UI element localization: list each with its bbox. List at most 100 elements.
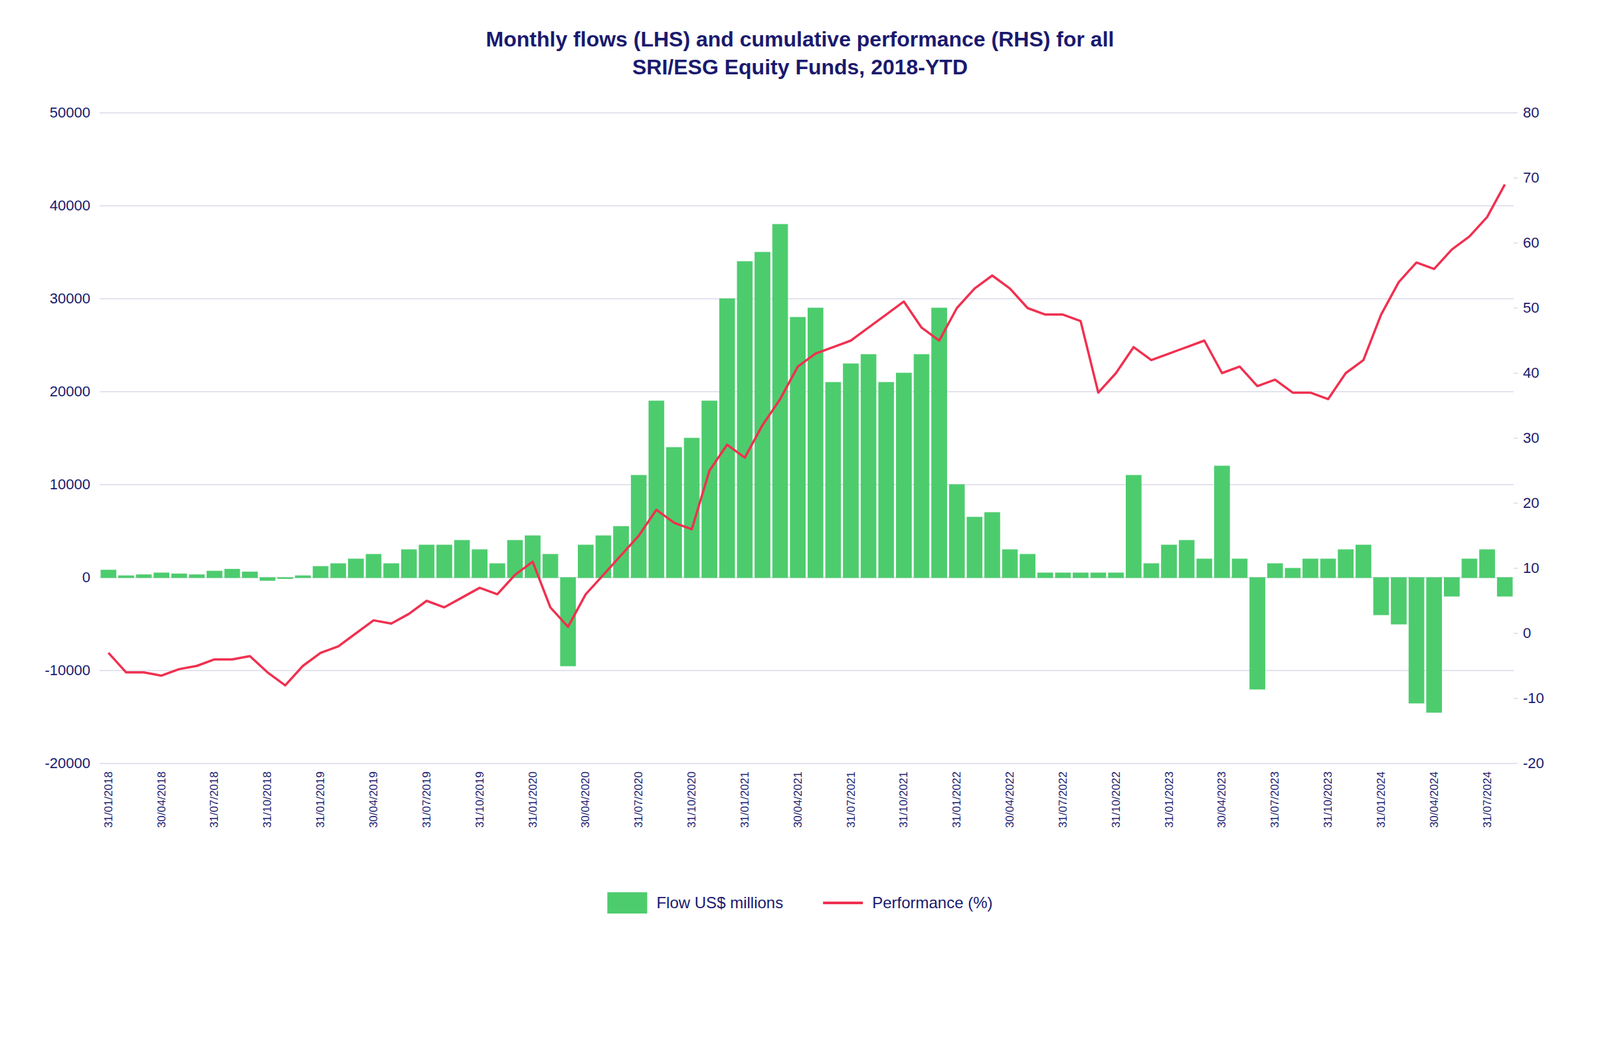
bar [896,373,912,578]
y-tick-label: 40000 [49,197,91,214]
grid-line [99,670,1514,671]
y2-tick-label: 20 [1522,494,1539,512]
grid-line [99,298,1514,299]
x-tick-label: 31/01/2020 [526,771,540,829]
bar [136,575,152,578]
y2-tick [1513,698,1518,700]
grid-line [99,577,1514,578]
bar [595,535,612,578]
bar [295,575,311,578]
bar [189,575,205,578]
bar [1408,577,1424,704]
grid [99,112,1514,764]
x-tick-label: 31/01/2021 [738,771,752,829]
grid-line [99,484,1514,485]
bar [578,545,594,578]
bar [207,571,223,578]
bar [1196,559,1213,578]
bar [312,566,329,578]
bar [825,382,841,578]
bar [1161,545,1177,578]
y-tick-label: -20000 [44,755,91,772]
bar [1285,568,1301,578]
y2-tick [1513,633,1518,635]
legend-swatch [822,901,863,905]
bar [949,484,965,578]
bar [365,554,382,578]
x-tick-label: 31/07/2024 [1481,771,1494,829]
legend-swatch [607,892,647,914]
x-tick-label: 31/07/2022 [1056,771,1070,829]
grid-line [99,763,1514,764]
y2-tick [1513,438,1518,440]
bar [1055,573,1071,578]
bar [419,545,435,578]
y2-tick [1513,112,1518,114]
bar [1461,559,1478,578]
bar [472,549,488,578]
x-tick-label: 31/10/2018 [261,771,274,829]
bar [1426,577,1442,713]
bar [100,570,117,578]
y2-tick-label: -20 [1522,755,1545,772]
bar [348,559,364,578]
grid-line [99,205,1514,206]
x-tick-label: 31/10/2023 [1321,771,1335,829]
y2-tick-label: 30 [1522,429,1539,447]
bar [1143,563,1159,578]
x-tick-label: 30/04/2024 [1427,771,1441,829]
y-tick-label: 10000 [49,476,91,493]
y-tick-label: 0 [82,569,91,586]
bar [1355,545,1371,578]
bar [790,317,806,578]
y2-tick [1513,763,1518,765]
bar [1479,549,1496,578]
y-tick-label: -10000 [44,662,91,679]
bar [1320,559,1336,578]
legend: Flow US$ millionsPerformance (%) [607,892,993,914]
bar [224,569,240,578]
bar [330,563,347,578]
y2-tick-label: 70 [1522,169,1539,186]
bar [1073,573,1089,578]
x-tick-label: 31/01/2023 [1162,771,1176,829]
x-tick-label: 31/01/2018 [102,771,115,829]
bar [1090,573,1106,578]
bar [666,447,683,578]
title-line: SRI/ESG Equity Funds, 2018-YTD [632,55,968,80]
title-line: Monthly flows (LHS) and cumulative perfo… [486,27,1115,52]
bar [525,535,541,578]
x-tick-label: 31/01/2024 [1374,771,1388,829]
y2-tick [1513,373,1518,374]
bar [1303,559,1319,578]
bar [1126,475,1142,578]
y2-tick [1513,568,1518,570]
bar [1002,549,1018,578]
x-tick-label: 31/10/2022 [1109,771,1123,829]
bar [542,554,558,578]
y2-tick [1513,503,1518,505]
bar [648,401,665,578]
bar [1232,559,1248,578]
plot-area [100,184,1513,713]
x-tick-label: 31/01/2019 [314,771,327,829]
y-tick-label: 30000 [49,290,91,307]
title: Monthly flows (LHS) and cumulative perfo… [486,27,1115,80]
bar [878,382,894,578]
x-tick-label: 31/07/2019 [420,771,434,829]
bar [967,517,983,578]
bar [383,563,400,578]
chart: Monthly flows (LHS) and cumulative perfo… [0,0,1600,1039]
bar [807,308,823,578]
x-tick-label: 31/10/2020 [685,771,699,829]
bar [1037,573,1053,578]
grid-line [99,112,1514,113]
x-tick-label: 30/04/2023 [1215,771,1229,829]
bar [454,540,470,578]
x-tick-label: 31/07/2018 [207,771,221,829]
y2-tick [1513,243,1518,244]
y2-tick [1513,177,1518,179]
y-tick-label: 20000 [49,383,91,400]
legend-label: Flow US$ millions [656,893,784,912]
y2-tick-label: 0 [1522,624,1531,642]
